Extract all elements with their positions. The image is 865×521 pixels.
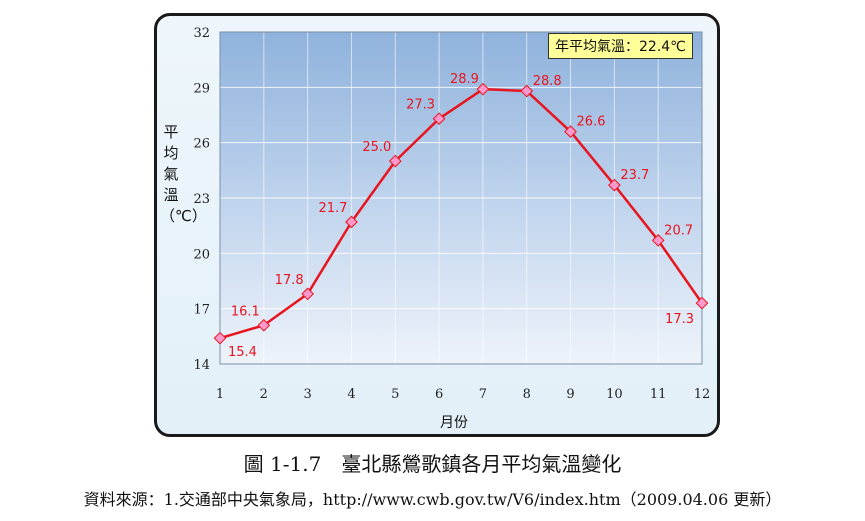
x-tick-label: 12 bbox=[694, 387, 711, 402]
y-axis-label: 平均氣溫（℃） bbox=[160, 123, 207, 225]
figure-caption: 圖 1-1.7 臺北縣鶯歌鎮各月平均氣溫變化 bbox=[243, 452, 622, 476]
source-note: 資料來源：1.交通部中央氣象局，http://www.cwb.gov.tw/V6… bbox=[83, 490, 782, 509]
data-point-marker bbox=[520, 84, 534, 98]
x-tick-label: 1 bbox=[216, 387, 224, 402]
y-tick-label: 29 bbox=[193, 81, 210, 96]
data-point-marker bbox=[257, 318, 271, 332]
x-tick-label: 10 bbox=[606, 387, 623, 402]
data-point-marker bbox=[388, 154, 402, 168]
y-tick-label: 23 bbox=[193, 192, 210, 207]
x-tick-label: 4 bbox=[347, 387, 355, 402]
data-label: 21.7 bbox=[319, 201, 348, 216]
data-label: 27.3 bbox=[406, 98, 435, 113]
data-point-marker bbox=[476, 82, 490, 96]
data-label: 25.0 bbox=[362, 140, 391, 155]
y-tick-label: 17 bbox=[193, 303, 210, 318]
x-axis-label: 月份 bbox=[440, 415, 468, 431]
data-label: 28.8 bbox=[533, 74, 562, 89]
annual-average-annotation: 年平均氣溫：22.4℃ bbox=[548, 33, 693, 59]
data-point-marker bbox=[651, 234, 665, 247]
data-point-marker bbox=[213, 331, 227, 345]
data-point-marker bbox=[607, 178, 621, 192]
data-point-marker bbox=[345, 215, 358, 229]
data-label: 28.9 bbox=[450, 72, 479, 87]
data-label: 15.4 bbox=[228, 345, 257, 360]
x-tick-label: 7 bbox=[479, 387, 487, 402]
x-tick-label: 6 bbox=[435, 387, 443, 402]
data-point-marker bbox=[432, 112, 446, 126]
x-tick-label: 9 bbox=[566, 387, 574, 402]
data-label: 17.3 bbox=[665, 312, 694, 327]
data-point-marker bbox=[695, 296, 709, 310]
y-tick-label: 32 bbox=[193, 26, 210, 41]
x-tick-label: 3 bbox=[303, 387, 311, 402]
data-label: 23.7 bbox=[620, 168, 649, 183]
x-tick-label: 5 bbox=[391, 387, 399, 402]
y-tick-label: 14 bbox=[193, 358, 210, 373]
y-tick-label: 26 bbox=[193, 137, 210, 152]
data-label: 17.8 bbox=[275, 273, 304, 288]
x-tick-label: 8 bbox=[523, 387, 531, 402]
data-label: 26.6 bbox=[577, 115, 606, 130]
x-tick-label: 11 bbox=[650, 387, 667, 402]
data-label: 20.7 bbox=[664, 223, 693, 238]
series-line bbox=[219, 87, 704, 340]
y-tick-label: 20 bbox=[193, 247, 210, 262]
data-point-marker bbox=[301, 287, 315, 301]
x-tick-label: 2 bbox=[260, 387, 268, 402]
data-label: 16.1 bbox=[231, 304, 260, 319]
data-point-marker bbox=[564, 125, 577, 138]
plot-border bbox=[219, 31, 703, 365]
